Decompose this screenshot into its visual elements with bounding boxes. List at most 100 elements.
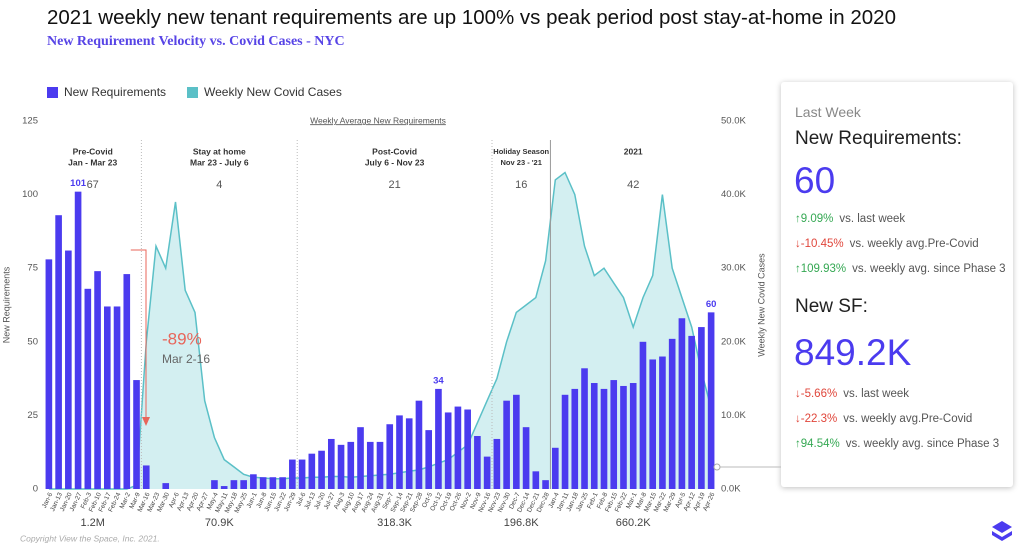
data-label: 34: [433, 375, 444, 386]
bar: [513, 394, 520, 489]
logo: [992, 521, 1012, 541]
annotation-arrow: [130, 249, 147, 420]
y-tick-label: 125: [22, 116, 38, 127]
y-axis-title: New Requirements: [1, 266, 11, 343]
chart: New Requirements Weekly New Covid Cases 0 2…: [1, 85, 766, 543]
stat-row: ↑94.54% vs. weekly avg. since Phase 3: [795, 438, 999, 450]
y2-tick-label: 20.0K: [721, 336, 746, 347]
bar: [629, 383, 637, 489]
period-dates: July 6 - Nov 23: [365, 157, 425, 167]
bar: [454, 406, 462, 489]
period-dates: Jan - Mar 23: [68, 157, 117, 167]
bar: [357, 427, 364, 489]
stat-change: ↓-22.3%: [795, 413, 838, 425]
bar: [659, 356, 666, 489]
period-average: 21: [388, 179, 400, 191]
bar: [113, 306, 121, 489]
panel-value: 60: [794, 160, 836, 201]
bar: [678, 318, 686, 489]
y2-tick-label: 30.0K: [721, 263, 746, 274]
bar: [55, 215, 62, 489]
stat-text: vs. last week: [839, 213, 906, 225]
bar: [230, 480, 238, 489]
bar: [220, 486, 228, 489]
bar: [289, 459, 296, 489]
data-label: 101: [70, 178, 87, 189]
bar: [620, 385, 627, 489]
stat-text: vs. weekly avg.Pre-Covid: [843, 413, 973, 425]
bar: [493, 438, 501, 489]
period-total: 660.2K: [616, 517, 652, 529]
panel-label: New Requirements:: [795, 128, 962, 149]
period-total: 1.2M: [80, 517, 104, 529]
legend-swatch: [47, 87, 58, 98]
bar: [162, 483, 170, 489]
stat-text: vs. weekly avg. since Phase 3: [845, 438, 1000, 450]
bar: [133, 380, 140, 489]
stat-change: ↓-5.66%: [795, 388, 838, 400]
panel-heading: Last Week: [795, 104, 861, 120]
y2-tick-label: 50.0K: [721, 116, 746, 127]
bar: [386, 424, 394, 489]
stat-row: ↑109.93% vs. weekly avg. since Phase 3: [795, 263, 1006, 275]
bar: [240, 480, 247, 489]
bar: [415, 400, 423, 489]
period-total: 318.3K: [377, 517, 413, 529]
period-total: 196.8K: [504, 517, 540, 529]
bar: [688, 335, 695, 489]
bar: [366, 441, 374, 489]
bar: [532, 471, 540, 489]
stat-change: ↓-10.45%: [795, 238, 844, 250]
y2-tick-label: 40.0K: [721, 189, 746, 200]
bar: [259, 477, 267, 489]
y-tick-label: 75: [27, 263, 38, 274]
bar: [327, 438, 335, 489]
bar: [483, 456, 491, 489]
bar: [123, 274, 131, 489]
stat-text: vs. weekly avg.Pre-Covid: [849, 238, 979, 250]
bar: [337, 444, 345, 489]
period-dates: Nov 23 - '21: [501, 158, 542, 167]
bar: [503, 400, 510, 489]
stat-row: ↓-5.66% vs. last week: [795, 388, 909, 400]
bar: [142, 465, 150, 489]
bar: [308, 453, 316, 489]
y-tick-label: 100: [22, 189, 38, 200]
period-total: 70.9K: [205, 517, 234, 529]
area: [48, 172, 712, 489]
bar: [707, 312, 715, 489]
summary-panel: Last Week New Requirements: 60 New SF: 8…: [781, 82, 1013, 487]
bar: [522, 427, 530, 489]
stat-row: ↓-10.45% vs. weekly avg.Pre-Covid: [795, 238, 979, 250]
period-name: Stay at home: [193, 146, 246, 156]
annotation-change: -89%: [162, 329, 202, 348]
bar: [250, 474, 257, 489]
data-label: 60: [706, 299, 717, 310]
legend-swatch: [187, 87, 198, 98]
bar: [347, 441, 355, 489]
bar: [74, 191, 82, 489]
stat-text: vs. last week: [843, 388, 910, 400]
bar: [318, 450, 325, 489]
bar: [561, 394, 569, 489]
bar: [94, 271, 101, 489]
bar: [425, 430, 433, 489]
chart-subtitle: New Requirement Velocity vs. Covid Cases…: [47, 34, 345, 49]
y-tick-label: 0: [33, 484, 38, 495]
bar: [211, 480, 218, 489]
stat-text: vs. weekly avg. since Phase 3: [852, 263, 1006, 275]
y2-tick-label: 10.0K: [721, 410, 746, 421]
panel-label: New SF:: [795, 296, 868, 317]
stat-row: ↑9.09% vs. last week: [795, 213, 905, 225]
bar: [103, 306, 111, 489]
bar: [610, 380, 618, 489]
bar: [376, 441, 384, 489]
stat-change: ↑94.54%: [795, 438, 840, 450]
y-tick-label: 50: [27, 336, 38, 347]
period-average: 67: [87, 179, 99, 191]
axis-caption: Weekly Average New Requirements: [310, 115, 446, 125]
period-average: 4: [216, 179, 222, 191]
bar: [649, 359, 657, 489]
copyright: Copyright View the Space, Inc. 2021.: [20, 533, 160, 543]
bar: [405, 418, 413, 489]
